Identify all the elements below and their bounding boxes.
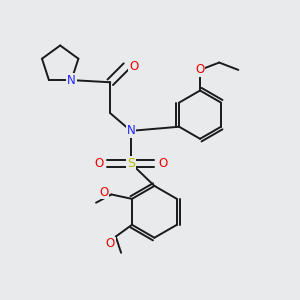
Text: O: O — [195, 63, 205, 76]
Text: O: O — [158, 157, 167, 170]
Text: N: N — [127, 124, 135, 137]
Text: O: O — [106, 237, 115, 250]
Text: S: S — [127, 157, 135, 170]
Text: O: O — [99, 186, 109, 199]
Text: O: O — [94, 157, 104, 170]
Text: O: O — [129, 60, 138, 73]
Text: N: N — [67, 74, 76, 87]
